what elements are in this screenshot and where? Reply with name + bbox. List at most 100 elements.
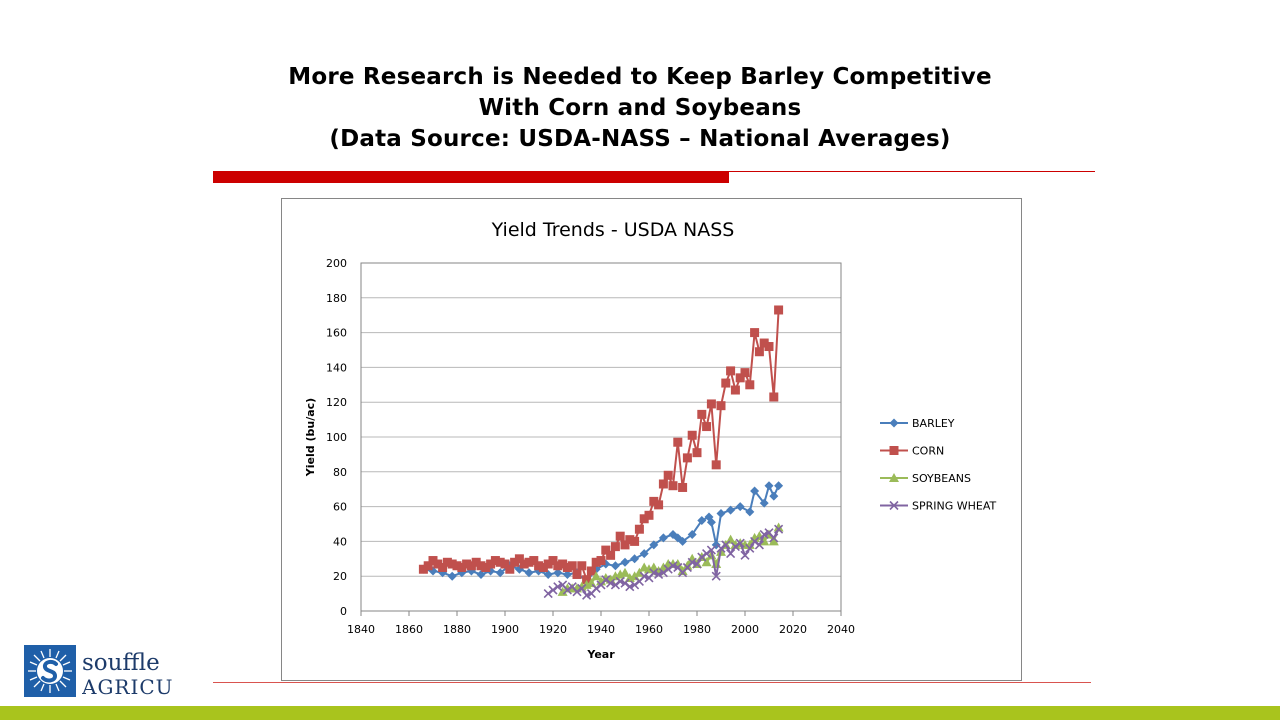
data-point-corn	[620, 540, 630, 550]
data-point-corn	[558, 559, 568, 569]
x-tick-label: 2040	[827, 623, 855, 636]
x-tick-label: 1960	[635, 623, 663, 636]
data-point-spring-wheat	[625, 582, 635, 592]
logo-wordmark-line-2: AGRICU	[82, 675, 174, 699]
data-point-corn	[774, 305, 784, 315]
data-point-corn	[534, 561, 544, 571]
data-point-corn	[538, 563, 548, 572]
y-tick-label: 40	[333, 535, 347, 548]
data-point-corn	[634, 524, 644, 534]
data-point-corn	[735, 373, 745, 383]
data-point-barley	[495, 568, 505, 578]
data-point-corn	[548, 556, 558, 566]
data-point-soybeans	[773, 522, 784, 532]
data-point-barley	[649, 540, 659, 550]
data-point-corn	[630, 536, 640, 546]
data-point-corn	[476, 561, 486, 571]
x-tick-label: 1920	[539, 623, 567, 636]
data-point-spring-wheat	[687, 557, 697, 567]
y-tick-label: 160	[326, 327, 347, 340]
data-point-barley	[673, 533, 683, 543]
data-point-corn	[754, 347, 764, 357]
data-point-spring-wheat	[591, 583, 601, 593]
data-point-corn	[505, 564, 515, 574]
data-point-barley	[697, 516, 707, 526]
y-tick-label: 120	[326, 396, 347, 409]
data-point-corn	[577, 561, 587, 571]
data-point-barley	[750, 486, 760, 496]
data-point-corn	[519, 559, 529, 569]
company-logo: souffle AGRICU	[24, 645, 174, 701]
data-point-barley	[553, 568, 563, 578]
data-point-corn	[452, 561, 462, 571]
data-point-corn	[490, 556, 500, 566]
footer-color-band	[0, 706, 1280, 720]
data-point-spring-wheat	[750, 536, 760, 546]
legend-entry-spring-wheat: SPRING WHEAT	[880, 500, 997, 513]
data-point-barley	[610, 561, 620, 571]
data-point-corn	[663, 470, 673, 480]
x-tick-label: 1980	[683, 623, 711, 636]
legend-entry-barley: BARLEY	[880, 417, 955, 430]
data-point-corn	[687, 430, 697, 440]
y-tick-label: 200	[326, 257, 347, 270]
x-tick-label: 1900	[491, 623, 519, 636]
series-line-corn	[422, 309, 780, 583]
data-point-corn	[438, 563, 448, 572]
data-point-corn	[442, 557, 452, 567]
data-point-spring-wheat	[663, 564, 673, 574]
data-point-corn	[711, 460, 721, 470]
y-tick-label: 20	[333, 570, 347, 583]
data-point-barley	[524, 568, 534, 578]
data-point-barley	[706, 517, 716, 527]
y-tick-label: 180	[326, 292, 347, 305]
legend-label-soybeans: SOYBEANS	[912, 472, 971, 485]
data-point-soybeans	[682, 560, 693, 570]
data-point-corn	[610, 542, 620, 552]
data-point-spring-wheat	[754, 540, 764, 550]
data-point-corn	[418, 564, 428, 574]
series-corn	[418, 305, 784, 585]
data-point-corn	[514, 554, 524, 564]
data-point-barley	[486, 566, 496, 576]
data-point-barley	[769, 491, 779, 501]
data-point-spring-wheat	[759, 529, 769, 540]
logo-wordmark-line-1: souffle	[82, 650, 160, 676]
data-point-spring-wheat	[630, 580, 640, 590]
data-point-soybeans	[701, 557, 712, 567]
data-point-corn	[596, 556, 606, 566]
data-point-barley	[716, 509, 726, 519]
x-tick-label: 1880	[443, 623, 471, 636]
data-point-barley	[428, 566, 438, 576]
legend-entry-corn: CORN	[880, 445, 944, 458]
data-point-soybeans	[591, 571, 602, 581]
data-point-spring-wheat	[610, 580, 620, 590]
data-point-corn	[615, 531, 625, 541]
data-point-barley	[764, 481, 774, 491]
yield-trends-chart: Yield Trends - USDA NASS0204060801001201…	[304, 219, 997, 661]
data-point-corn	[769, 392, 779, 402]
data-point-corn	[682, 453, 692, 463]
chart-frame: Yield Trends - USDA NASS 0 20 40 60 80 100 120 1…	[281, 198, 1022, 681]
data-point-barley	[447, 571, 457, 581]
data-point-barley	[774, 481, 784, 491]
data-point-soybeans	[629, 571, 640, 581]
data-point-barley	[735, 502, 745, 512]
data-point-corn	[462, 559, 472, 569]
data-point-corn	[481, 563, 491, 572]
legend-label-barley: BARLEY	[912, 417, 955, 430]
title-divider-thick	[213, 171, 729, 183]
data-point-corn	[447, 559, 457, 569]
data-point-spring-wheat	[658, 568, 668, 578]
data-point-corn	[730, 385, 740, 395]
data-point-soybeans	[725, 534, 736, 544]
data-point-spring-wheat	[601, 575, 611, 585]
legend-marker-corn	[889, 446, 899, 455]
data-point-corn	[582, 575, 592, 585]
data-point-corn	[510, 557, 520, 567]
data-point-corn	[457, 563, 467, 572]
data-point-barley	[457, 568, 467, 578]
data-point-spring-wheat	[582, 590, 592, 600]
data-point-spring-wheat	[740, 550, 750, 560]
legend-entry-soybeans: SOYBEANS	[880, 472, 971, 485]
